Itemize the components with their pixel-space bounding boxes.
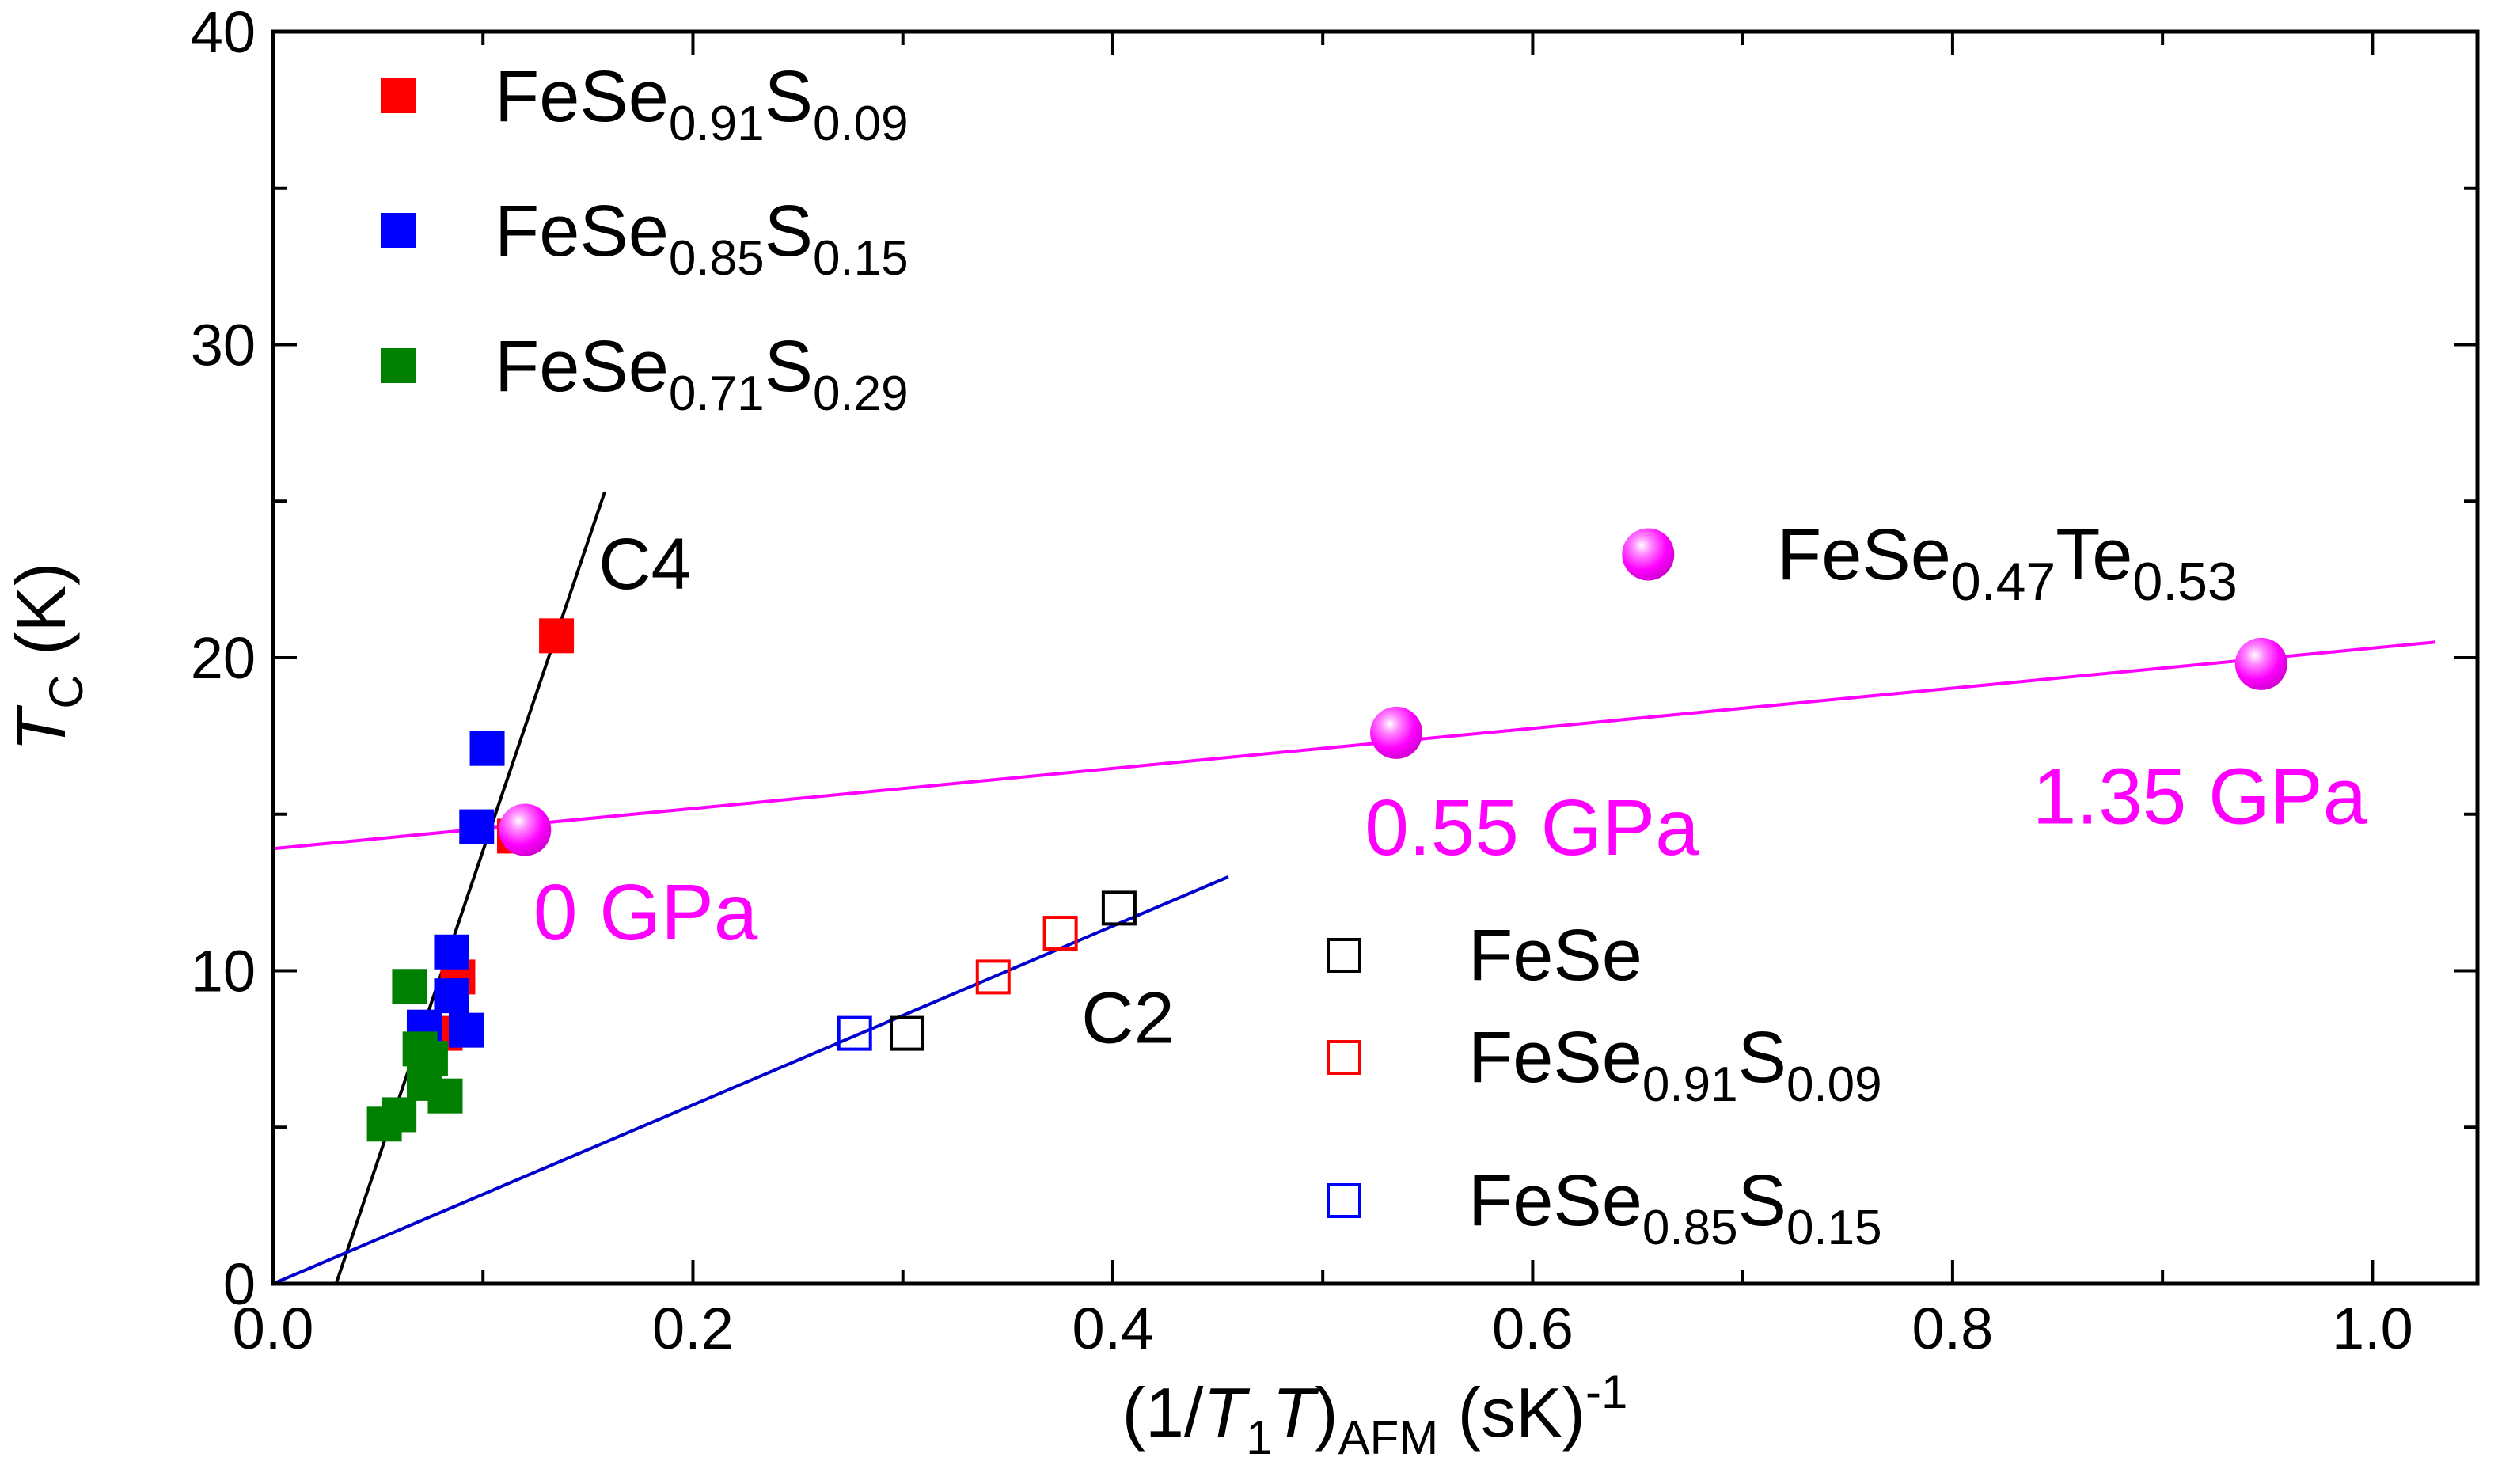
x-tick-label: 0.2 xyxy=(652,1296,734,1361)
y-tick-label: 0 xyxy=(223,1251,256,1317)
legend-marker xyxy=(1327,1040,1361,1075)
data-point-square xyxy=(975,959,1011,995)
y-tick-label: 30 xyxy=(191,313,256,378)
legend-marker xyxy=(381,78,416,113)
data-point-square xyxy=(434,934,469,970)
x-tick-label: 0.6 xyxy=(1492,1296,1574,1361)
data-point-sphere xyxy=(2234,637,2287,690)
data-point-square xyxy=(427,1078,463,1114)
annotation-0-gpa: 0 GPa xyxy=(533,868,758,957)
data-point-square xyxy=(1042,916,1078,951)
legend-bottom-right: FeSe FeSe0.91S0.09 FeSe0.85S0.15 xyxy=(1327,915,1882,1255)
legend-fesete: FeSe0.47Te0.53 xyxy=(1622,514,2238,612)
legend-label: FeSe0.71S0.29 xyxy=(495,326,909,421)
x-tick-label: 1.0 xyxy=(2332,1296,2413,1361)
data-point-square xyxy=(837,1015,872,1051)
data-point-square xyxy=(1101,890,1137,926)
legend-marker xyxy=(1327,938,1361,973)
x-tick-label: 0.4 xyxy=(1072,1296,1154,1361)
data-point-square xyxy=(434,978,469,1014)
data-point-square xyxy=(469,731,505,766)
fit-line xyxy=(272,875,1229,1285)
legend-label: FeSe0.47Te0.53 xyxy=(1777,514,2238,612)
annotations: C4 C2 0 GPa 0.55 GPa 1.35 GPa xyxy=(533,524,2367,1058)
legend-label: FeSe xyxy=(1468,915,1642,996)
annotation-1-35-gpa: 1.35 GPa xyxy=(2033,753,2367,841)
data-point-square xyxy=(459,809,495,844)
data-point-square xyxy=(449,1012,484,1048)
x-tick-label: 0.0 xyxy=(233,1296,314,1361)
y-tick-label: 10 xyxy=(191,939,256,1004)
data-point-sphere xyxy=(1370,706,1423,759)
svg-text:TC (K): TC (K) xyxy=(2,563,93,752)
data-point-square xyxy=(366,1106,402,1142)
data-point-square xyxy=(392,969,427,1004)
legend-label: FeSe0.91S0.09 xyxy=(495,56,909,151)
legend-label: FeSe0.85S0.15 xyxy=(495,191,909,286)
data-point-square xyxy=(890,1015,925,1051)
legend-marker-sphere xyxy=(1622,528,1675,581)
legend-marker xyxy=(381,213,416,248)
annotation-c4: C4 xyxy=(598,524,692,605)
legend-marker xyxy=(381,348,416,383)
axis-ticks: 0.0 0.2 0.4 0.6 0.8 1.0 0 10 20 30 40 xyxy=(191,0,2477,1361)
fit-line xyxy=(272,640,2436,851)
data-markers xyxy=(366,618,2287,1142)
x-axis-title: (1/T1T)AFM (sK)-1 xyxy=(1122,1365,1628,1464)
y-tick-label: 20 xyxy=(191,625,256,691)
y-axis-title: TC (K) xyxy=(2,563,93,752)
legend-top-left: FeSe0.91S0.09 FeSe0.85S0.15 FeSe0.71S0.29 xyxy=(381,56,909,421)
legend-label: FeSe0.91S0.09 xyxy=(1468,1017,1882,1112)
annotation-c2: C2 xyxy=(1081,977,1175,1058)
annotation-0-55-gpa: 0.55 GPa xyxy=(1365,784,1699,872)
legend-label: FeSe0.85S0.15 xyxy=(1468,1160,1882,1255)
x-tick-label: 0.8 xyxy=(1911,1296,1993,1361)
y-tick-label: 40 xyxy=(191,0,256,65)
data-point-sphere xyxy=(499,803,552,856)
legend-marker xyxy=(1327,1183,1361,1218)
data-point-square xyxy=(539,618,575,654)
